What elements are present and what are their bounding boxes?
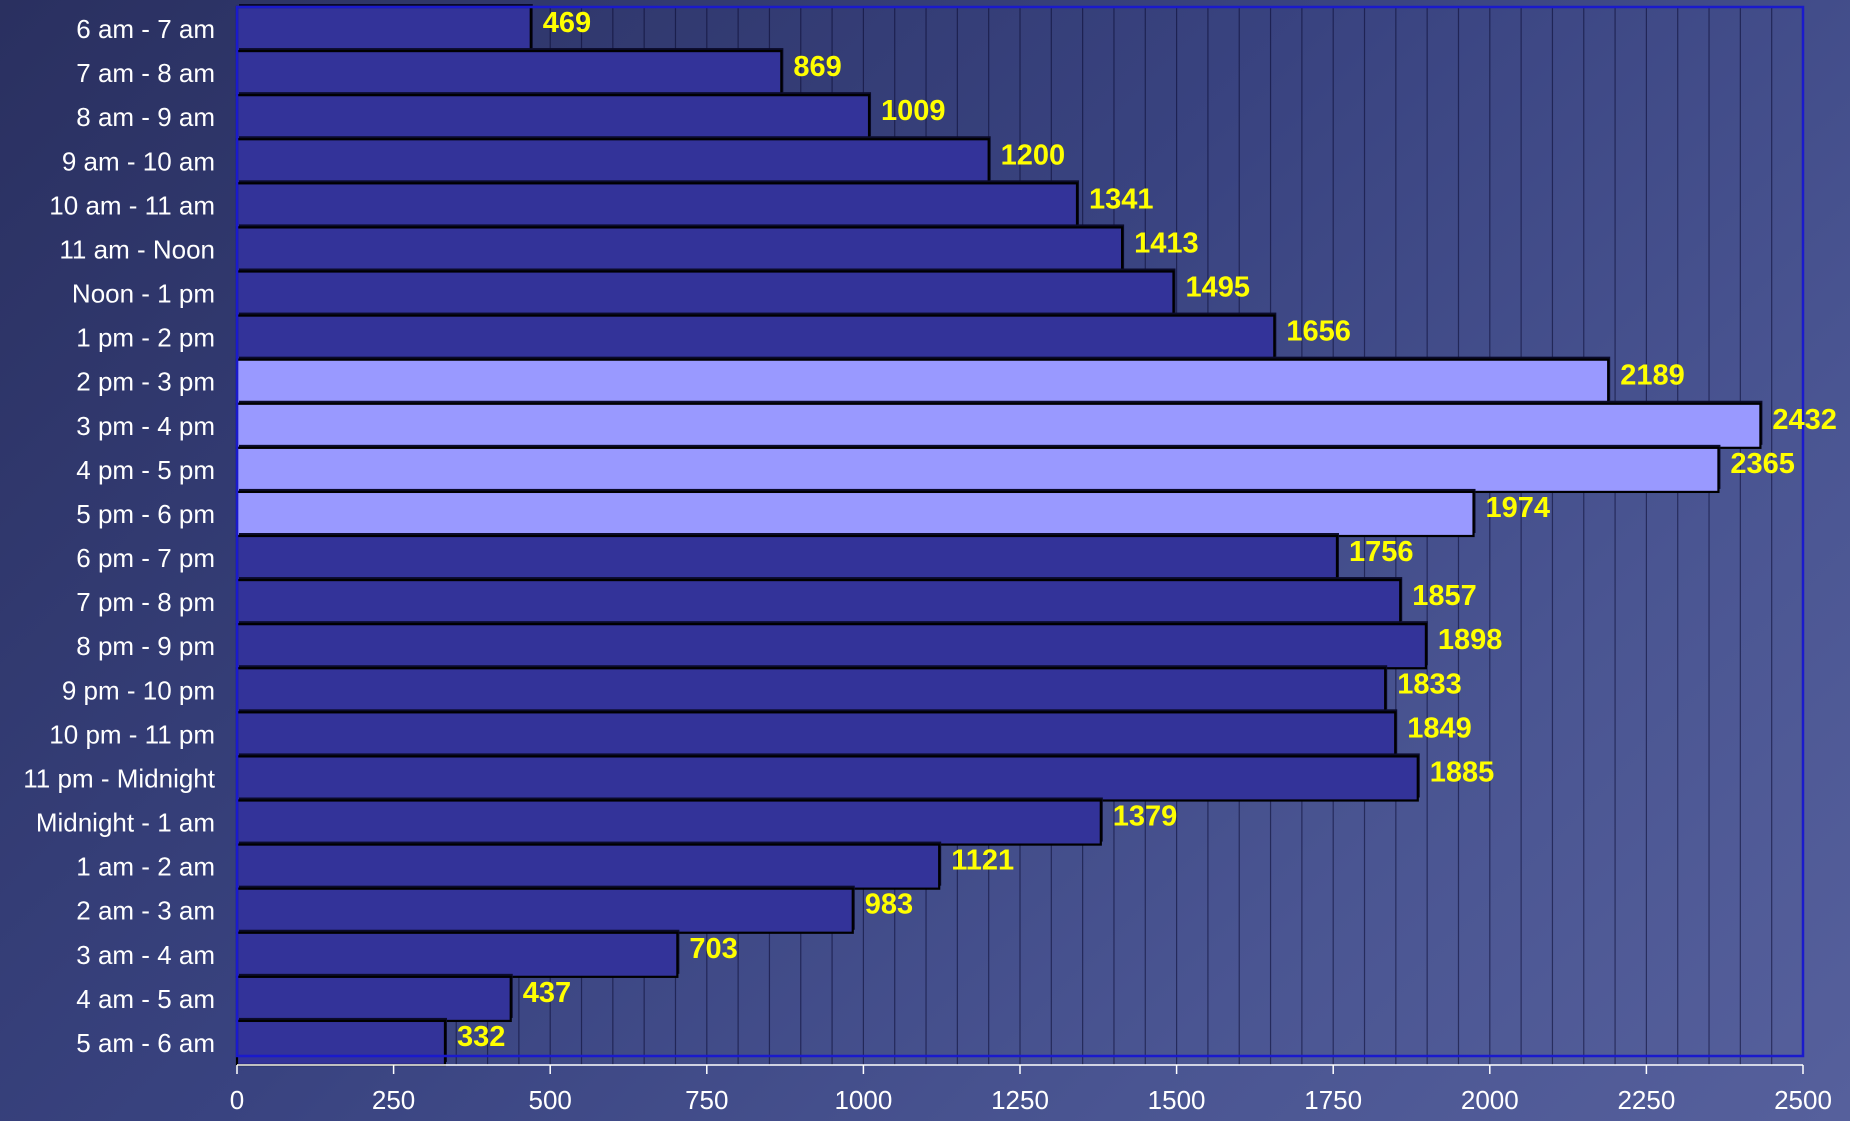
value-label: 1121 <box>951 845 1014 877</box>
value-label: 1656 <box>1286 316 1351 348</box>
value-label: 1009 <box>881 95 946 127</box>
category-label: 3 pm - 4 pm <box>76 411 215 441</box>
bar <box>237 227 1122 271</box>
value-label: 1857 <box>1412 580 1477 612</box>
x-axis: 0 250 500 750 1000 1250 1500 1750 2000 2250 2500 <box>230 1065 1832 1115</box>
category-label: 6 pm - 7 pm <box>76 543 215 573</box>
category-label: 1 pm - 2 pm <box>76 323 215 353</box>
value-label: 2432 <box>1772 404 1837 436</box>
x-tick-label: 1250 <box>991 1085 1049 1115</box>
category-label: 7 am - 8 am <box>76 58 215 88</box>
category-label: 5 am - 6 am <box>76 1028 215 1058</box>
value-label: 1885 <box>1430 756 1495 788</box>
value-label: 332 <box>457 1021 505 1053</box>
value-label: 1200 <box>1001 139 1066 171</box>
x-tick-label: 1500 <box>1148 1085 1206 1115</box>
category-label: 9 am - 10 am <box>62 146 215 176</box>
category-label: 8 am - 9 am <box>76 102 215 132</box>
category-label: 2 am - 3 am <box>76 896 215 926</box>
category-label: 9 pm - 10 pm <box>62 675 215 705</box>
bar <box>237 95 869 139</box>
bar <box>237 624 1426 668</box>
value-label: 469 <box>543 7 591 39</box>
category-label: 3 am - 4 am <box>76 940 215 970</box>
x-tick-label: 2500 <box>1774 1085 1832 1115</box>
x-tick-label: 1750 <box>1304 1085 1362 1115</box>
bar <box>237 801 1101 845</box>
x-tick-label: 500 <box>529 1085 572 1115</box>
bar <box>237 316 1274 360</box>
bar <box>237 183 1077 227</box>
bar <box>237 977 511 1021</box>
value-label: 1849 <box>1407 712 1472 744</box>
category-label: 7 pm - 8 pm <box>76 587 215 617</box>
x-tick-label: 2250 <box>1617 1085 1675 1115</box>
category-label: Noon - 1 pm <box>72 279 215 309</box>
x-tick-label: 250 <box>372 1085 415 1115</box>
bar <box>237 139 989 183</box>
value-label: 2189 <box>1620 360 1685 392</box>
value-label: 1756 <box>1349 536 1414 568</box>
bar <box>237 448 1718 492</box>
category-label: 11 pm - Midnight <box>23 763 215 793</box>
value-label: 983 <box>865 889 913 921</box>
category-label: 6 am - 7 am <box>76 14 215 44</box>
category-label: 8 pm - 9 pm <box>76 631 215 661</box>
bar <box>237 360 1608 404</box>
bar <box>237 7 531 51</box>
value-label: 1495 <box>1185 272 1250 304</box>
bar <box>237 712 1395 756</box>
x-tick-label: 2000 <box>1461 1085 1519 1115</box>
x-tick-label: 750 <box>685 1085 728 1115</box>
category-label: 4 am - 5 am <box>76 984 215 1014</box>
category-label: 11 am - Noon <box>59 234 215 264</box>
value-label: 1898 <box>1438 624 1503 656</box>
value-label: 869 <box>793 51 841 83</box>
category-label: 2 pm - 3 pm <box>76 367 215 397</box>
value-label: 1379 <box>1113 801 1178 833</box>
bar <box>237 933 677 977</box>
value-label: 1833 <box>1397 668 1462 700</box>
bar <box>237 51 781 95</box>
bar <box>237 756 1418 800</box>
bar <box>237 1021 445 1065</box>
value-label: 437 <box>523 977 571 1009</box>
bar <box>237 580 1400 624</box>
bar <box>237 492 1474 536</box>
value-label: 1413 <box>1134 227 1199 259</box>
value-label: 1341 <box>1089 183 1154 215</box>
category-label: 10 am - 11 am <box>49 190 215 220</box>
category-labels: 6 am - 7 am 7 am - 8 am 8 am - 9 am 9 am - … <box>23 14 215 1058</box>
bar <box>237 536 1337 580</box>
category-label: 5 pm - 6 pm <box>76 499 215 529</box>
bar <box>237 845 939 889</box>
bar <box>237 889 853 933</box>
category-label: 10 pm - 11 pm <box>49 719 215 749</box>
bar <box>237 404 1760 448</box>
x-tick-label: 0 <box>230 1085 244 1115</box>
category-label: 4 pm - 5 pm <box>76 455 215 485</box>
bar <box>237 668 1385 712</box>
x-tick-label: 1000 <box>834 1085 892 1115</box>
category-label: 1 am - 2 am <box>76 852 215 882</box>
value-label: 2365 <box>1730 448 1795 480</box>
bar <box>237 272 1173 316</box>
value-label: 1974 <box>1486 492 1551 524</box>
value-label: 703 <box>689 933 737 965</box>
category-label: Midnight - 1 am <box>36 808 215 838</box>
